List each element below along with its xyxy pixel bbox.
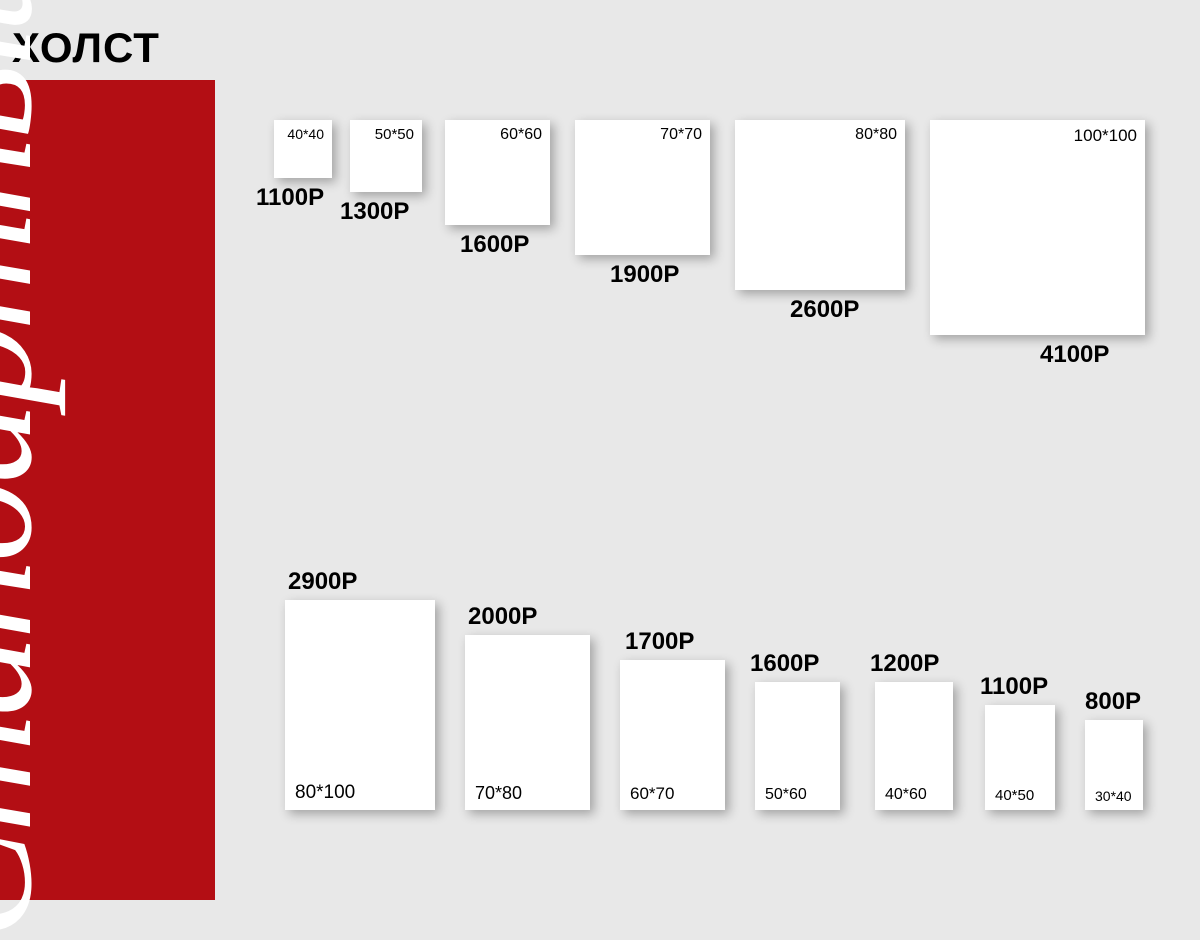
price-label: 2900P <box>288 568 357 596</box>
price-label: 1100P <box>980 673 1048 701</box>
size-label: 60*60 <box>500 126 542 144</box>
canvas-rect-1: 70*80 <box>465 635 590 810</box>
size-label: 100*100 <box>1074 126 1137 146</box>
canvas-square-5: 100*100 <box>930 120 1145 335</box>
price-label: 4100P <box>1040 341 1109 369</box>
canvas-square-1: 50*50 <box>350 120 422 192</box>
size-label: 80*100 <box>295 782 355 804</box>
canvas-square-4: 80*80 <box>735 120 905 290</box>
size-label: 50*60 <box>765 786 807 804</box>
canvas-square-2: 60*60 <box>445 120 550 225</box>
size-label: 40*40 <box>287 126 324 142</box>
price-label: 2600P <box>790 296 859 324</box>
canvas-rect-4: 40*60 <box>875 682 953 810</box>
canvas-rect-0: 80*100 <box>285 600 435 810</box>
price-label: 2000P <box>468 603 537 631</box>
canvas-rect-5: 40*50 <box>985 705 1055 810</box>
size-label: 50*50 <box>375 126 414 143</box>
size-label: 70*70 <box>660 126 702 144</box>
price-label: 1200P <box>870 650 939 678</box>
canvas-square-3: 70*70 <box>575 120 710 255</box>
canvas-square-0: 40*40 <box>274 120 332 178</box>
size-label: 30*40 <box>1095 788 1132 804</box>
price-label: 1900P <box>610 261 679 289</box>
size-label: 70*80 <box>475 783 522 804</box>
size-label: 60*70 <box>630 784 674 804</box>
price-label: 1700P <box>625 628 694 656</box>
price-label: 1600P <box>460 231 529 259</box>
sidebar-script-text: Стандартный <box>0 0 70 940</box>
price-label: 1600P <box>750 650 819 678</box>
price-label: 1100P <box>256 184 324 212</box>
price-label: 1300P <box>340 198 409 226</box>
canvas-rect-6: 30*40 <box>1085 720 1143 810</box>
size-label: 40*50 <box>995 787 1034 804</box>
size-label: 40*60 <box>885 786 927 804</box>
price-label: 800P <box>1085 688 1141 716</box>
size-label: 80*80 <box>855 126 897 144</box>
canvas-rect-3: 50*60 <box>755 682 840 810</box>
canvas-rect-2: 60*70 <box>620 660 725 810</box>
